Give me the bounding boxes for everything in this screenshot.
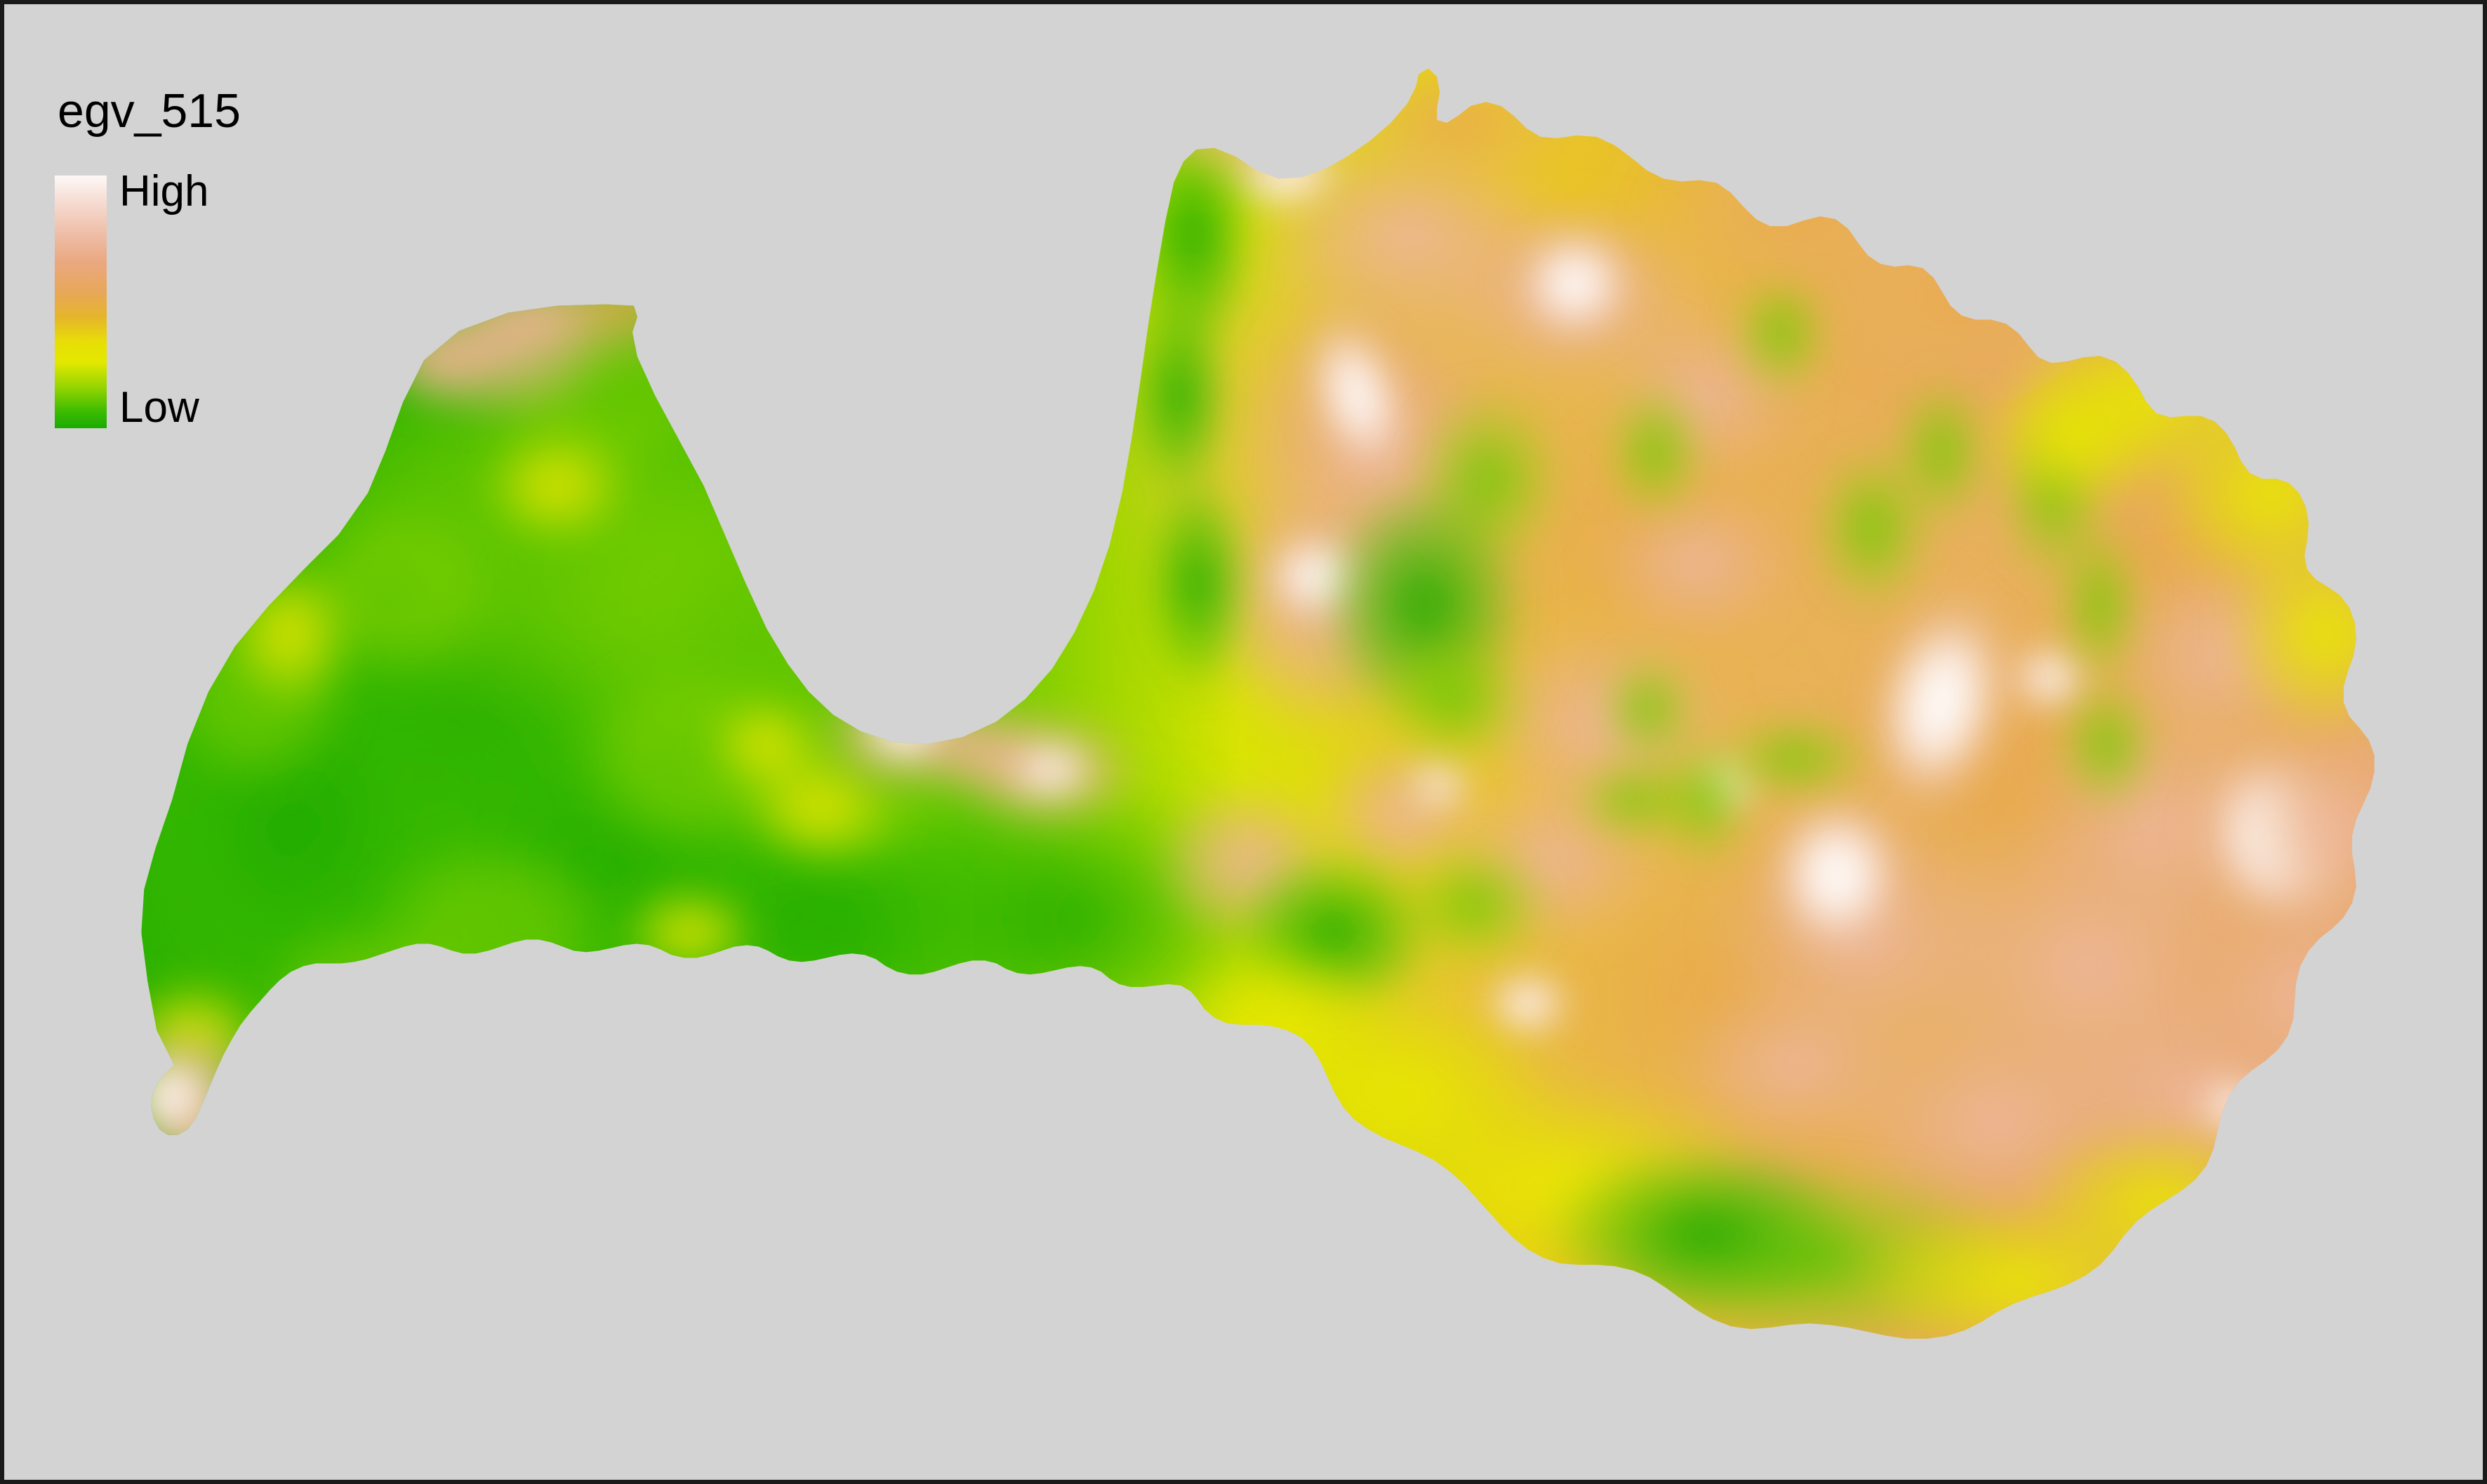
legend-title: egv_515 bbox=[58, 84, 241, 138]
legend-low-label: Low bbox=[119, 383, 199, 432]
legend: egv_515 High Low bbox=[55, 87, 378, 437]
legend-high-label: High bbox=[119, 167, 209, 216]
legend-body: High Low bbox=[55, 170, 378, 437]
map-raster bbox=[4, 4, 2483, 1480]
map-svg bbox=[141, 68, 2375, 1339]
legend-colorbar[interactable] bbox=[55, 175, 107, 428]
